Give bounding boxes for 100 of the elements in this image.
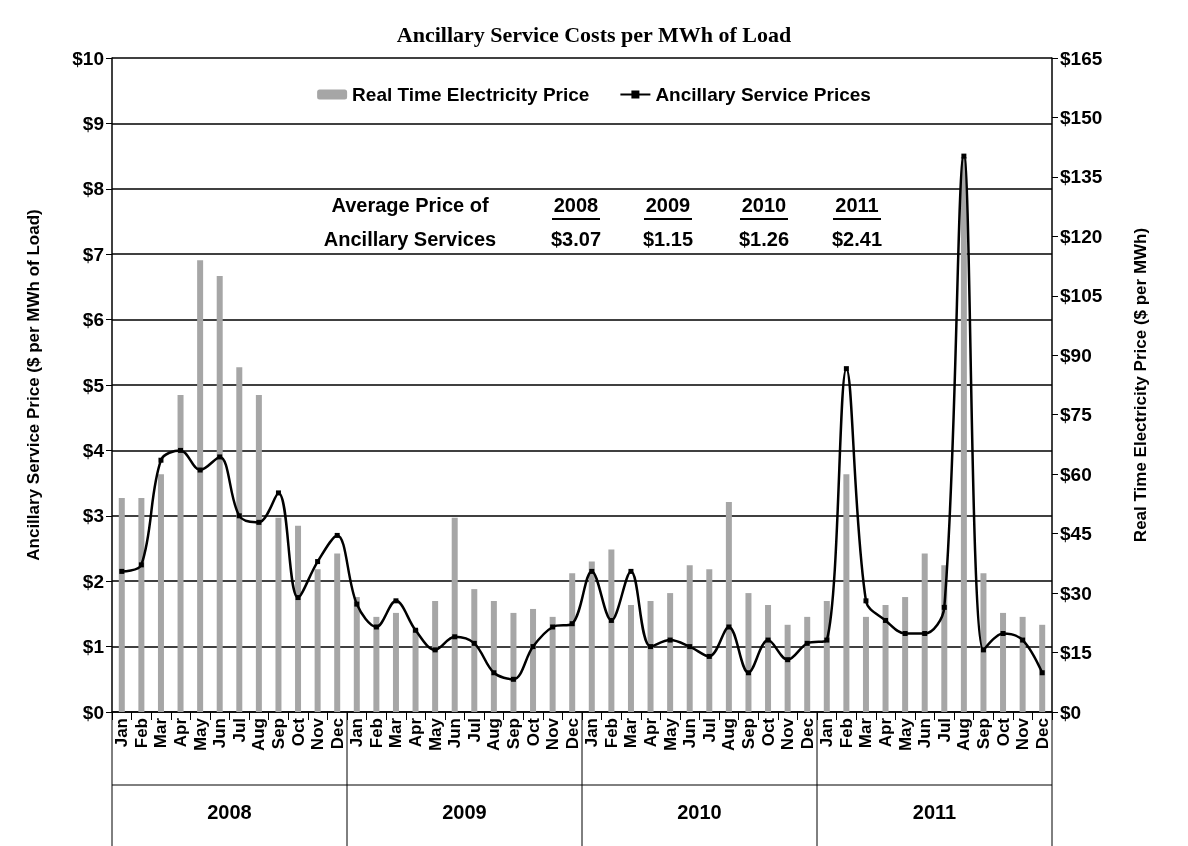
point xyxy=(863,598,869,604)
x-tick-label: Feb xyxy=(601,718,621,749)
x-tick-label: Oct xyxy=(993,717,1013,747)
x-tick-label: Apr xyxy=(876,717,896,748)
x-tick-label: Dec xyxy=(1032,718,1052,750)
text: 2010 xyxy=(677,801,722,823)
point xyxy=(236,513,242,519)
y-tick-label: $9 xyxy=(82,112,104,134)
point xyxy=(785,657,791,663)
text: 2011 xyxy=(912,801,957,823)
point xyxy=(138,562,144,568)
y-tick-label: $6 xyxy=(82,309,104,331)
point xyxy=(217,454,223,460)
bar xyxy=(921,553,928,712)
x-tick-label: Jun xyxy=(445,718,465,749)
point xyxy=(980,647,986,653)
x-tick-label: Mar xyxy=(856,717,876,749)
bar xyxy=(647,601,654,712)
x-tick-label: Jul xyxy=(934,718,954,743)
y2-tick-label: $75 xyxy=(1060,404,1093,426)
bar xyxy=(236,367,243,712)
point xyxy=(413,627,419,633)
point xyxy=(354,601,360,607)
bar xyxy=(784,624,791,712)
point xyxy=(334,532,340,538)
point xyxy=(452,634,458,640)
point xyxy=(687,644,693,650)
annotation: $1.26 xyxy=(738,228,790,250)
legend-label: Ancillary Service Prices xyxy=(655,84,871,105)
point xyxy=(393,598,399,604)
y-tick-label: $5 xyxy=(82,374,105,396)
bar xyxy=(530,608,537,712)
point xyxy=(197,467,203,473)
point xyxy=(119,568,125,574)
x-tick-label: Jun xyxy=(915,718,935,749)
annotation: 2009 xyxy=(645,194,691,216)
bar xyxy=(667,593,674,712)
point xyxy=(941,604,947,610)
point xyxy=(706,653,712,659)
y-tick-label: $0 xyxy=(82,701,104,723)
y2-tick-label: $15 xyxy=(1060,642,1093,664)
y2-tick-label: $120 xyxy=(1060,225,1103,247)
bar xyxy=(725,501,732,712)
point xyxy=(667,637,673,643)
bar xyxy=(1000,612,1007,712)
bar xyxy=(275,517,282,712)
x-tick-label: Feb xyxy=(366,718,386,749)
bar xyxy=(314,569,321,712)
bar xyxy=(334,553,341,712)
bar xyxy=(451,517,458,712)
y2-tick-label: $150 xyxy=(1060,106,1103,128)
y2-tick-label: $45 xyxy=(1060,523,1093,545)
x-tick-label: Nov xyxy=(543,717,563,751)
point xyxy=(745,670,751,676)
bar xyxy=(138,497,145,712)
point xyxy=(256,519,262,525)
annotation: $2.41 xyxy=(831,228,883,250)
point xyxy=(765,637,771,643)
point xyxy=(158,457,164,463)
y2-tick-label: $165 xyxy=(1060,47,1103,69)
point xyxy=(961,153,967,159)
x-tick-label: May xyxy=(895,717,915,752)
y2-tick-label: $90 xyxy=(1060,344,1092,366)
x-tick-label: Nov xyxy=(1013,717,1033,751)
point xyxy=(295,595,301,601)
x-tick-label: Dec xyxy=(562,718,582,750)
annotation: 2011 xyxy=(835,194,879,216)
bar xyxy=(157,474,164,712)
x-tick-label: Apr xyxy=(406,717,426,748)
y-axis-title: Ancillary Service Price ($ per MWh of Load) xyxy=(24,209,43,561)
bar xyxy=(980,573,987,712)
bar xyxy=(823,601,830,712)
x-tick-label: Oct xyxy=(758,717,778,747)
chart-title: Ancillary Service Costs per MWh of Load xyxy=(396,21,792,47)
y-tick-label: $1 xyxy=(82,636,105,658)
text: 2009 xyxy=(442,801,487,823)
x-tick-label: Sep xyxy=(738,718,758,750)
bar xyxy=(490,601,497,712)
point xyxy=(432,647,438,653)
x-tick-label: Jul xyxy=(699,718,719,743)
x-tick-label: Feb xyxy=(836,718,856,749)
x-tick-label: Oct xyxy=(288,717,308,747)
x-tick-label: Aug xyxy=(719,718,739,752)
point xyxy=(824,637,830,643)
bar xyxy=(882,604,889,712)
x-tick-label: Apr xyxy=(641,717,661,748)
point xyxy=(491,670,497,676)
x-tick-label: Apr xyxy=(171,717,191,748)
x-tick-label: Jan xyxy=(817,718,837,748)
bar xyxy=(471,589,478,712)
x-tick-label: Jun xyxy=(680,718,700,749)
bar xyxy=(960,157,967,712)
y-tick-label: $2 xyxy=(82,570,104,592)
x-tick-label: Jan xyxy=(347,718,367,748)
y2-tick-label: $30 xyxy=(1060,582,1092,604)
x-tick-label: Aug xyxy=(484,718,504,752)
point xyxy=(843,366,849,372)
bar xyxy=(569,573,576,712)
point xyxy=(628,568,634,574)
bar xyxy=(510,612,517,712)
